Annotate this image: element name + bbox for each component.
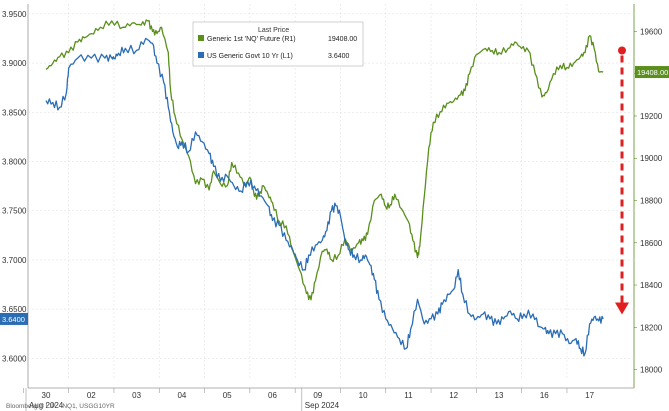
- legend: Last Price Generic 1st 'NQ' Future (R1) …: [192, 21, 364, 67]
- x-tick-label: 02: [87, 391, 96, 400]
- left-tick-label: 3.7000: [2, 256, 27, 265]
- footer-source: Bloomberg ® L.P. · NQ1, USGG10YR: [6, 402, 115, 410]
- legend-value-nq: 19408.00: [328, 36, 357, 43]
- legend-label-nq: Generic 1st 'NQ' Future (R1): [207, 36, 296, 43]
- left-tick-label: 3.9000: [2, 59, 27, 68]
- left-tick-label: 3.8500: [2, 108, 27, 117]
- x-tick-label: 13: [495, 391, 504, 400]
- series-layer: [45, 19, 604, 357]
- badge-left-last-value: [0, 312, 28, 325]
- legend-label-ust: US Generic Govt 10 Yr (L1): [207, 53, 293, 60]
- x-tick-label: 09: [313, 391, 322, 400]
- annotation-arrowhead: [615, 302, 629, 315]
- x-tick-label: 16: [540, 391, 549, 400]
- x-tick-label: 05: [223, 391, 232, 400]
- x-tick-label: 03: [132, 391, 141, 400]
- legend-swatch-nq: [198, 35, 204, 41]
- x-tick-label: 30: [42, 391, 51, 400]
- right-tick-label: 18600: [640, 239, 663, 248]
- right-axis: 1960019400192001900018800186001840018200…: [634, 27, 663, 375]
- left-tick-label: 3.6500: [2, 305, 27, 314]
- left-tick-label: 3.6000: [2, 354, 27, 363]
- badge-left-text: 3.6400: [2, 315, 25, 324]
- annotation-layer: [615, 46, 629, 315]
- left-tick-label: 3.7500: [2, 207, 27, 216]
- right-tick-label: 18200: [640, 323, 663, 332]
- x-month-label: Sep 2024: [305, 401, 340, 410]
- x-tick-label: 04: [177, 391, 186, 400]
- grid: [27, 4, 635, 389]
- x-month-label: Aug 2024: [29, 401, 64, 410]
- x-tick-label: 10: [359, 391, 368, 400]
- right-tick-label: 18800: [640, 197, 663, 206]
- left-tick-label: 3.9500: [2, 10, 27, 19]
- badge-right-last-value: [635, 66, 669, 79]
- right-tick-label: 18400: [640, 281, 663, 290]
- badges: 3.6400 19408.00: [0, 66, 669, 325]
- right-tick-label: 18000: [640, 366, 663, 375]
- annotation-start-dot: [618, 46, 626, 55]
- series-line-us-10yr: [45, 37, 604, 357]
- legend-header: Last Price: [258, 27, 289, 34]
- left-tick-label: 3.8000: [2, 157, 27, 166]
- right-tick-label: 19000: [640, 154, 663, 163]
- right-tick-label: 19200: [640, 112, 663, 121]
- legend-swatch-ust: [198, 52, 204, 58]
- legend-box: [192, 21, 364, 67]
- x-tick-label: 11: [404, 391, 413, 400]
- left-axis: 3.9500 3.9000 3.8500 3.8000 3.7500 3.7000 3.65…: [2, 10, 27, 363]
- bottom-axis: 30 02 03 04 05 06 09 10 11 12 13 16 17 Aug 2024 Sep 20…: [23, 388, 595, 411]
- x-tick-label: 17: [585, 391, 594, 400]
- legend-value-ust: 3.6400: [328, 53, 350, 60]
- badge-right-text: 19408.00: [637, 68, 668, 77]
- right-tick-label: 19600: [640, 27, 663, 36]
- x-tick-label: 06: [268, 391, 277, 400]
- x-tick-label: 12: [449, 391, 458, 400]
- series-line-nq-future: [45, 19, 604, 301]
